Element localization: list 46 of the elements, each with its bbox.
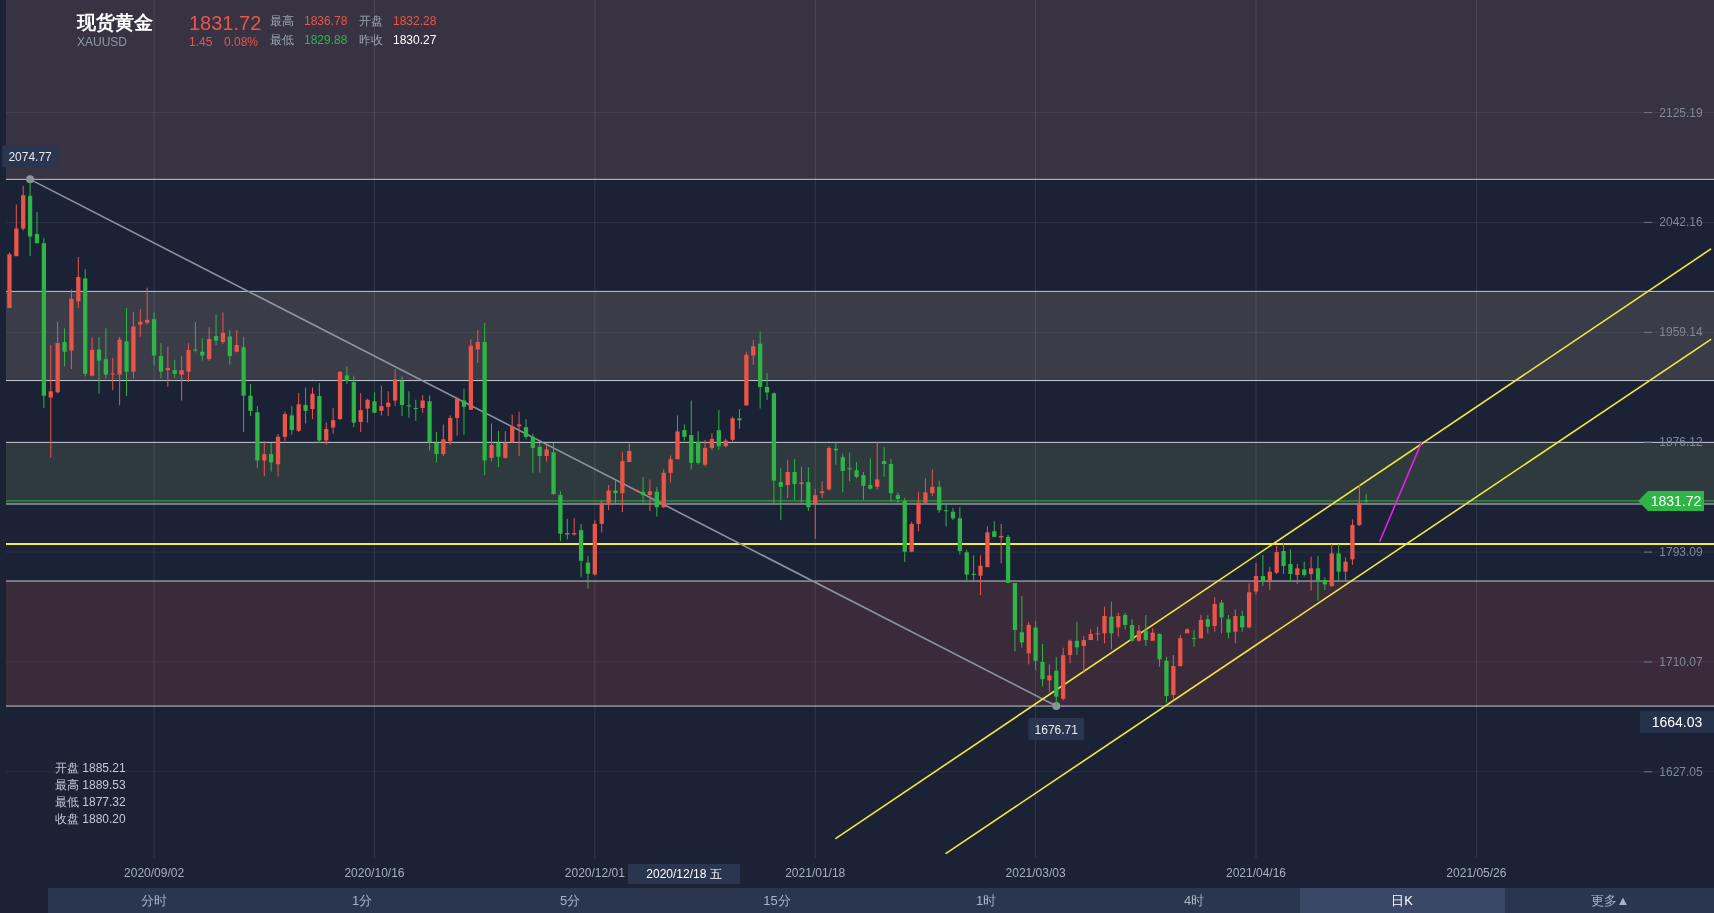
text: 4时 xyxy=(1183,893,1205,908)
annotation: 最低 1877.32 xyxy=(55,795,127,809)
annotation: 1831.72 xyxy=(189,12,262,34)
x-tick-label: 2020/10/16 xyxy=(344,866,405,880)
alert-label: 1664.03 xyxy=(1640,710,1714,733)
x-tick-label: 2020/09/02 xyxy=(124,866,185,880)
text: 日K xyxy=(1391,893,1414,908)
y-tick-label: 2125.19 xyxy=(1659,105,1704,120)
text: 现货黄金 xyxy=(76,12,153,33)
text: 更多▲ xyxy=(1590,893,1630,908)
point-label: 1676.71 xyxy=(1028,718,1085,741)
annotation: 2074.77 xyxy=(8,150,53,165)
annotation: 最高 xyxy=(270,14,294,28)
annotation: 最高 1889.53 xyxy=(55,778,127,792)
annotation: 1664.03 xyxy=(1651,713,1703,730)
x-tick-label: 2021/03/03 xyxy=(1005,866,1066,880)
annotation: 昨收 xyxy=(359,33,383,47)
annotation: 1829.88 xyxy=(304,33,348,47)
x-tick-label: 2020/12/01 xyxy=(564,866,626,880)
annotation: 最低 xyxy=(270,33,294,47)
ref-line-label: 1831.72 xyxy=(1650,492,1702,509)
annotation: 1676.71 xyxy=(1034,723,1079,738)
text: 分时 xyxy=(141,893,167,908)
annotation: 1832.28 xyxy=(393,14,437,28)
annotation: 开盘 1885.21 xyxy=(55,761,127,775)
annotation: 1.45 xyxy=(189,35,213,49)
annotation: 开盘 xyxy=(359,14,383,28)
x-tick-label: 2021/05/26 xyxy=(1446,866,1507,880)
y-tick-label: 1793.09 xyxy=(1659,545,1704,560)
annotation: 1836.78 xyxy=(304,14,348,28)
y-tick-label: 1959.14 xyxy=(1659,325,1704,340)
x-tick-label: 2021/01/18 xyxy=(785,866,846,880)
text: 15分 xyxy=(763,893,791,908)
point-label: 2074.77 xyxy=(2,145,59,168)
y-tick-label: 1710.07 xyxy=(1659,654,1704,669)
text: 1时 xyxy=(975,893,997,908)
text: 5分 xyxy=(559,893,581,908)
annotation: 1830.27 xyxy=(393,33,437,47)
text: 1分 xyxy=(351,893,373,908)
y-tick-label: 1627.05 xyxy=(1659,764,1704,779)
text: XAUUSD xyxy=(77,35,128,49)
annotation: 收盘 1880.20 xyxy=(55,812,127,826)
text: 2020/12/18 五 xyxy=(646,867,722,881)
x-tick-label: 2021/04/16 xyxy=(1225,866,1287,880)
annotation: 0.08% xyxy=(224,35,259,49)
y-tick-label: 2042.16 xyxy=(1659,215,1704,230)
